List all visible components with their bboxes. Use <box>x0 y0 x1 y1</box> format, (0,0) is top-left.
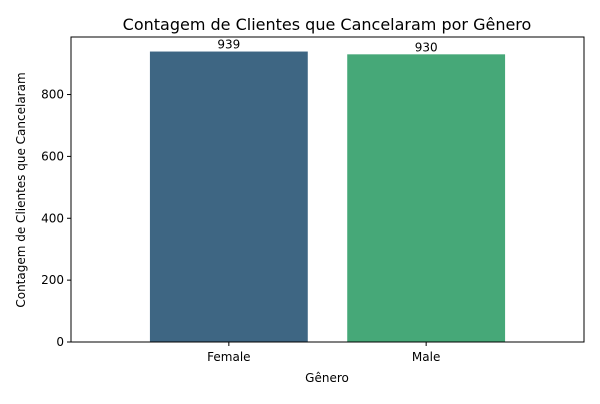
y-axis-label: Contagem de Clientes que Cancelaram <box>14 72 28 307</box>
x-axis-ticks: Female Male <box>207 342 440 364</box>
chart-title: Contagem de Clientes que Cancelaram por … <box>123 15 532 34</box>
y-tick-label: 800 <box>41 88 64 102</box>
x-axis-label: Gênero <box>305 371 349 385</box>
y-tick-label: 200 <box>41 273 64 287</box>
bar-male <box>347 54 506 343</box>
x-tick-label-male: Male <box>412 350 440 364</box>
bars-layer <box>149 51 506 343</box>
y-tick-label: 600 <box>41 149 64 163</box>
data-label-male: 930 <box>415 40 438 54</box>
data-labels-layer: 939 930 <box>217 38 437 55</box>
x-tick-label-female: Female <box>207 350 250 364</box>
y-tick-label: 400 <box>41 211 64 225</box>
bar-female <box>149 51 308 342</box>
data-label-female: 939 <box>217 38 240 52</box>
axes-frame <box>70 36 585 343</box>
y-tick-label: 0 <box>56 335 64 349</box>
y-axis-ticks: 0 200 400 600 800 <box>41 88 71 349</box>
